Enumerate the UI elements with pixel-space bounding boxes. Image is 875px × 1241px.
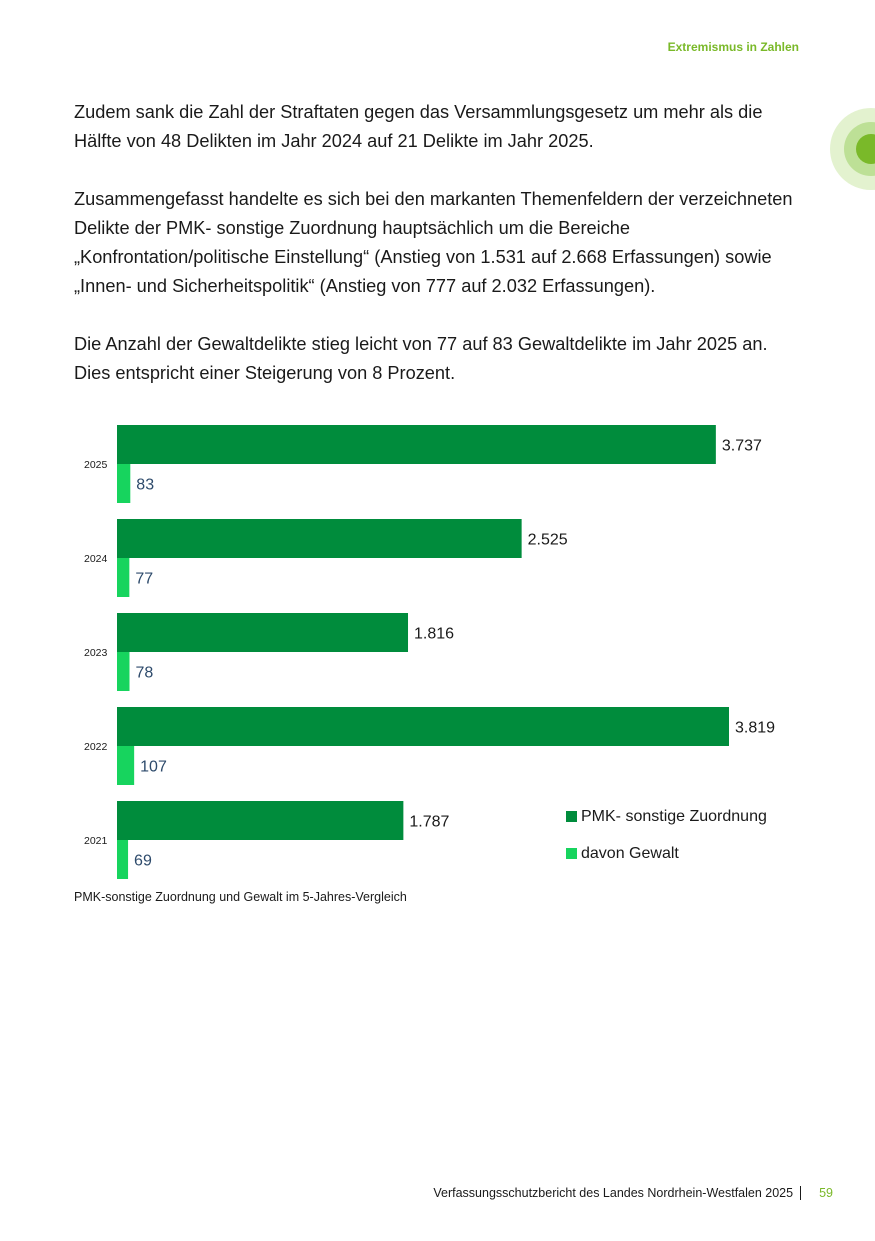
decorative-circle-icon [830,108,875,190]
legend-label: PMK- sonstige Zuordnung [581,807,767,825]
data-label: 1.787 [409,814,449,831]
legend-item-sub: davon Gewalt [566,835,767,872]
report-title: Verfassungsschutzbericht des Landes Nord… [433,1186,794,1200]
data-label: 107 [140,759,167,776]
body-text: Zudem sank die Zahl der Straftaten gegen… [74,98,794,417]
bar-violence [117,558,130,597]
paragraph: Zudem sank die Zahl der Straftaten gegen… [74,102,763,151]
year-tick-label: 2021 [84,835,108,847]
chart-caption: PMK-sonstige Zuordnung und Gewalt im 5-J… [74,890,407,904]
legend-swatch [566,848,577,859]
bar-main [117,613,409,652]
bar-violence [117,840,129,879]
chart-canvas: 2025 3.737 83 2024 2.525 77 2023 1.816 78 2022 3.8… [84,425,775,879]
data-label: 77 [135,571,153,588]
section-header: Extremismus in Zahlen [667,40,799,54]
legend-swatch [566,811,577,822]
paragraph: Die Anzahl der Gewaltdelikte stieg leich… [74,334,768,383]
bar-violence [117,652,130,691]
data-label: 2.525 [528,532,568,549]
bar-chart: 2025 3.737 83 2024 2.525 77 2023 1.816 78 2022 3.8… [74,418,804,888]
bar-main [117,519,522,558]
bar-main [117,707,729,746]
year-tick-label: 2025 [84,459,108,471]
bar-main [117,425,716,464]
data-label: 3.819 [735,720,775,737]
year-tick-label: 2024 [84,553,108,565]
data-label: 83 [136,477,154,494]
year-tick-label: 2022 [84,741,108,753]
year-tick-label: 2023 [84,647,108,659]
footer-divider [800,1186,802,1200]
data-label: 1.816 [414,626,454,643]
page-footer: Verfassungsschutzbericht des Landes Nord… [433,1186,833,1200]
page-number: 59 [819,1186,833,1200]
data-label: 69 [134,853,152,870]
bar-violence [117,746,135,785]
chart-legend: PMK- sonstige Zuordnung davon Gewalt [566,798,767,872]
data-label: 3.737 [722,438,762,455]
legend-item-main: PMK- sonstige Zuordnung [566,798,767,835]
data-label: 78 [135,665,153,682]
bar-main [117,801,404,840]
bar-violence [117,464,131,503]
legend-label: davon Gewalt [581,844,679,862]
paragraph: Zusammengefasst handelte es sich bei den… [74,189,793,296]
